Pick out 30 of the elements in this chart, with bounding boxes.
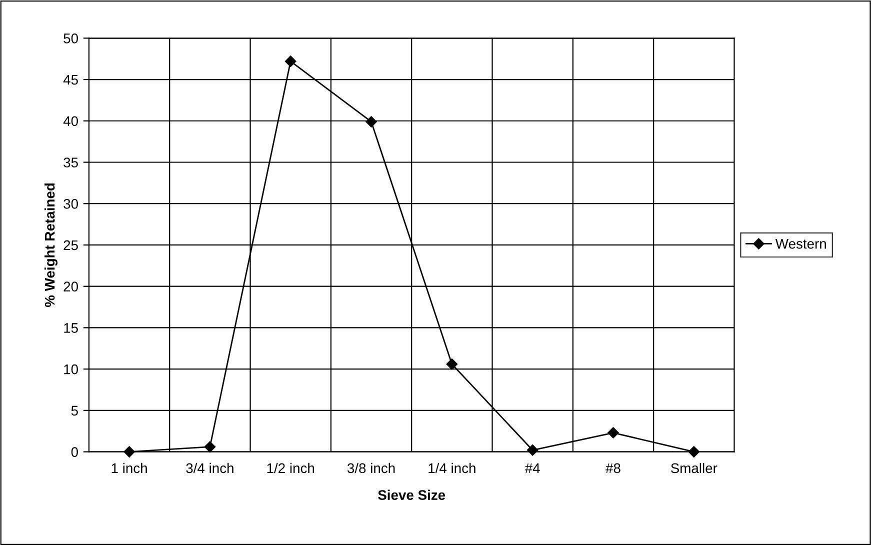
legend-label: Western <box>775 239 826 249</box>
x-tick-label: 3/4 inch <box>186 462 234 474</box>
point <box>204 441 216 452</box>
point <box>526 444 538 456</box>
x-tick-label: Smaller <box>670 462 718 474</box>
point <box>124 446 135 458</box>
x-tick-label: 1/4 inch <box>428 462 476 474</box>
y-tick-label: 25 <box>64 240 78 250</box>
x-tick-label: #4 <box>524 463 540 473</box>
x-tick-label: 3/8 inch <box>347 462 395 474</box>
point <box>366 116 377 128</box>
y-tick-label: 35 <box>64 158 78 168</box>
x-tick-label: 1 inch <box>112 462 147 474</box>
y-tick-label: 45 <box>63 74 78 85</box>
y-tick-label: 10 <box>64 364 78 374</box>
point <box>688 446 700 458</box>
point <box>284 56 296 67</box>
y-tick-label: 20 <box>64 282 78 292</box>
y-tick-label: 15 <box>64 323 78 333</box>
point <box>608 427 619 438</box>
y-axis-title: % Weight Retained <box>44 184 58 308</box>
y-tick-label: 5 <box>71 406 78 416</box>
y-tick-label: 0 <box>71 447 78 457</box>
x-tick-label: 1/2 inch <box>267 462 314 474</box>
x-axis-title: Sieve Size <box>378 490 446 500</box>
x-tick-label: #8 <box>606 463 620 474</box>
y-tick-label: 30 <box>64 198 78 209</box>
y-tick-label: 50 <box>64 33 78 44</box>
point <box>446 358 458 370</box>
y-tick-label: 40 <box>63 116 78 126</box>
